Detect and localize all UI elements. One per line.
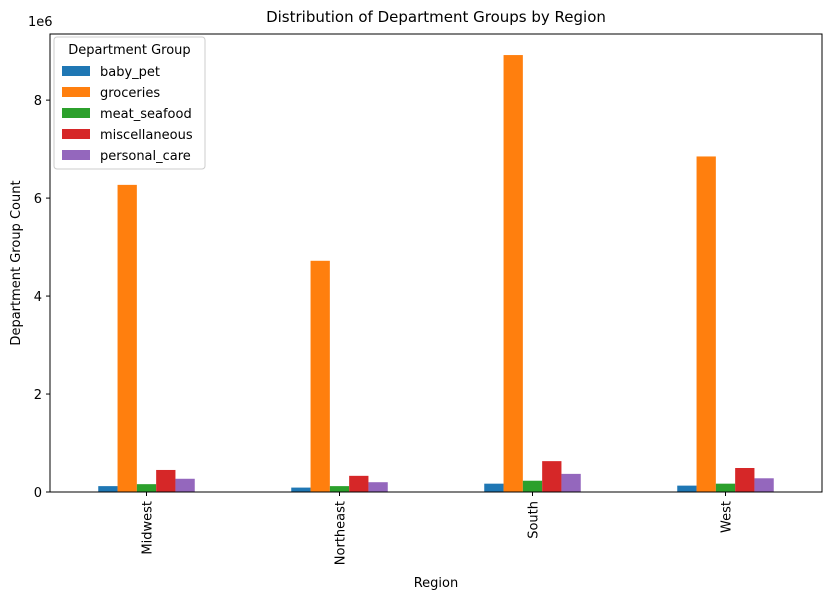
bar-miscellaneous-northeast bbox=[349, 475, 369, 492]
y-axis-title: Department Group Count bbox=[9, 180, 24, 345]
axes-layer: 0 2 4 6 8 Midwest Northeast South West bbox=[34, 33, 823, 565]
legend-swatch-miscellaneous bbox=[62, 129, 90, 139]
bar-baby_pet-south bbox=[484, 483, 504, 492]
bar-groceries-south bbox=[503, 55, 523, 492]
x-axis-title: Region bbox=[414, 576, 459, 591]
bar-groceries-west bbox=[696, 156, 716, 492]
bar-baby_pet-northeast bbox=[291, 487, 311, 492]
x-tick-label-south: South bbox=[527, 501, 542, 539]
x-tick-label-northeast: Northeast bbox=[334, 501, 349, 565]
legend-label-groceries: groceries bbox=[100, 86, 160, 101]
bar-personal_care-midwest bbox=[175, 478, 195, 492]
plot-frame bbox=[49, 33, 823, 493]
bar-meat_seafood-northeast bbox=[329, 486, 350, 492]
legend-box bbox=[53, 36, 206, 170]
bar-miscellaneous-south bbox=[542, 461, 562, 492]
bar-groceries-northeast bbox=[310, 260, 330, 492]
bar-miscellaneous-west bbox=[735, 467, 755, 492]
legend-swatch-meat_seafood bbox=[62, 108, 90, 118]
bar-meat_seafood-west bbox=[715, 483, 736, 492]
chart-title: Distribution of Department Groups by Reg… bbox=[266, 8, 606, 26]
bar-personal_care-west bbox=[754, 478, 774, 492]
legend-label-meat_seafood: meat_seafood bbox=[100, 107, 192, 122]
bar-groceries-midwest bbox=[117, 184, 137, 492]
bar-meat_seafood-midwest bbox=[136, 484, 157, 492]
bars-layer bbox=[98, 55, 774, 492]
legend-swatch-groceries bbox=[62, 87, 90, 97]
legend-label-miscellaneous: miscellaneous bbox=[100, 128, 193, 143]
legend-swatch-baby_pet bbox=[62, 66, 90, 76]
y-tick-label: 4 bbox=[34, 290, 42, 305]
legend-label-baby_pet: baby_pet bbox=[100, 65, 160, 80]
bar-baby_pet-midwest bbox=[98, 486, 118, 492]
bar-miscellaneous-midwest bbox=[156, 469, 176, 492]
y-tick-label: 0 bbox=[34, 486, 42, 501]
bar-baby_pet-west bbox=[677, 485, 697, 492]
bar-personal_care-south bbox=[561, 473, 581, 492]
x-tick-label-midwest: Midwest bbox=[141, 501, 156, 555]
bar-meat_seafood-south bbox=[522, 480, 543, 492]
y-axis-scale-label: 1e6 bbox=[28, 15, 53, 30]
x-tick-label-west: West bbox=[720, 501, 735, 533]
y-tick-label: 8 bbox=[34, 94, 42, 109]
y-tick-label: 6 bbox=[34, 192, 42, 207]
legend-label-personal_care: personal_care bbox=[100, 149, 191, 164]
legend: Department Group baby_pet groceries meat_se… bbox=[53, 36, 206, 170]
bar-personal_care-northeast bbox=[368, 482, 388, 492]
y-tick-label: 2 bbox=[34, 388, 42, 403]
legend-swatch-personal_care bbox=[62, 150, 90, 160]
legend-title: Department Group bbox=[68, 43, 190, 58]
